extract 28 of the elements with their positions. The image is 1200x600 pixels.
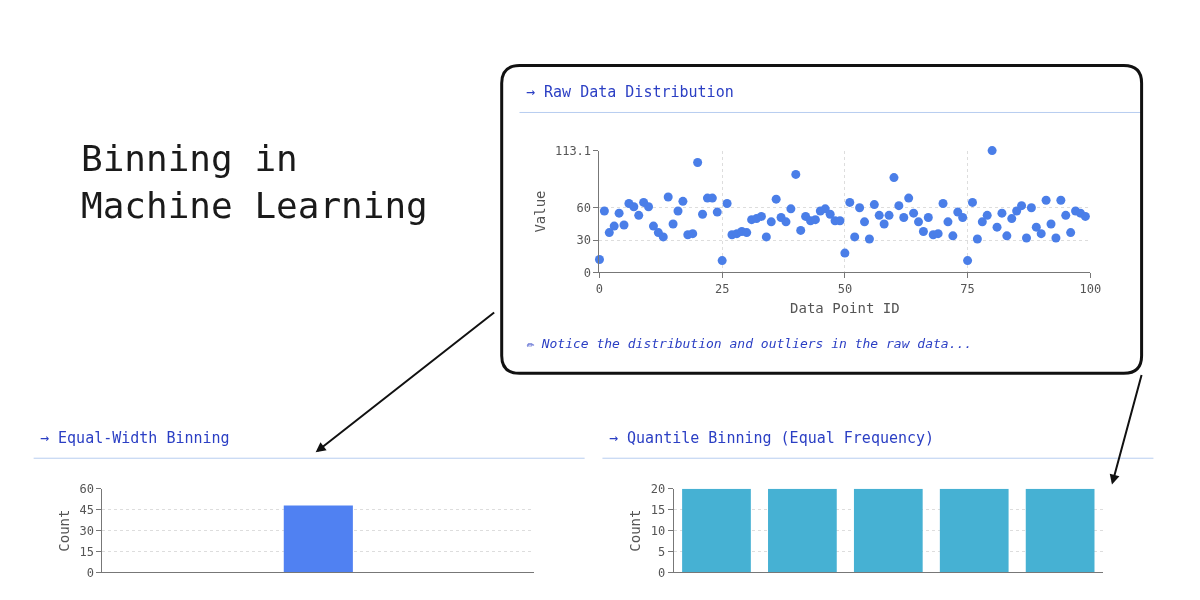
y-tick-label: 30 xyxy=(79,523,94,538)
y-axis-title: Count xyxy=(56,509,73,552)
y-tick-label: 45 xyxy=(79,502,94,517)
y-tick-label: 60 xyxy=(576,201,592,215)
x-tick-label: 25 xyxy=(714,281,730,296)
y-axis-title: Value xyxy=(531,190,548,233)
text: Binning in Machine Learning xyxy=(81,138,428,226)
y-tick-label: 113.1 xyxy=(554,143,592,158)
y-axis-title: Count xyxy=(627,509,644,552)
chart-title: → Raw Data Distribution xyxy=(526,83,734,101)
y-tick-label: 20 xyxy=(650,481,666,496)
y-tick-label: 15 xyxy=(79,544,94,559)
y-tick-label: 60 xyxy=(79,481,94,496)
y-tick-label: 0 xyxy=(86,565,94,580)
chart-title: → Quantile Binning (Equal Frequency) xyxy=(609,429,935,447)
x-axis-title: Data Point ID xyxy=(790,300,900,317)
y-tick-label: 15 xyxy=(650,502,666,517)
y-tick-label: 0 xyxy=(657,565,666,580)
x-tick-label: 75 xyxy=(960,281,975,296)
x-tick-label: 100 xyxy=(1079,281,1102,296)
y-tick-label: 10 xyxy=(650,523,666,538)
chart-title: → Equal-Width Binning xyxy=(40,429,230,447)
y-tick-label: 0 xyxy=(583,265,592,280)
x-tick-label: 50 xyxy=(837,281,853,296)
text: ✏ Notice the distribution and outliers in the raw data... xyxy=(526,336,973,351)
y-tick-label: 30 xyxy=(576,233,592,248)
x-tick-label: 0 xyxy=(595,281,604,296)
y-tick-label: 5 xyxy=(657,544,666,559)
